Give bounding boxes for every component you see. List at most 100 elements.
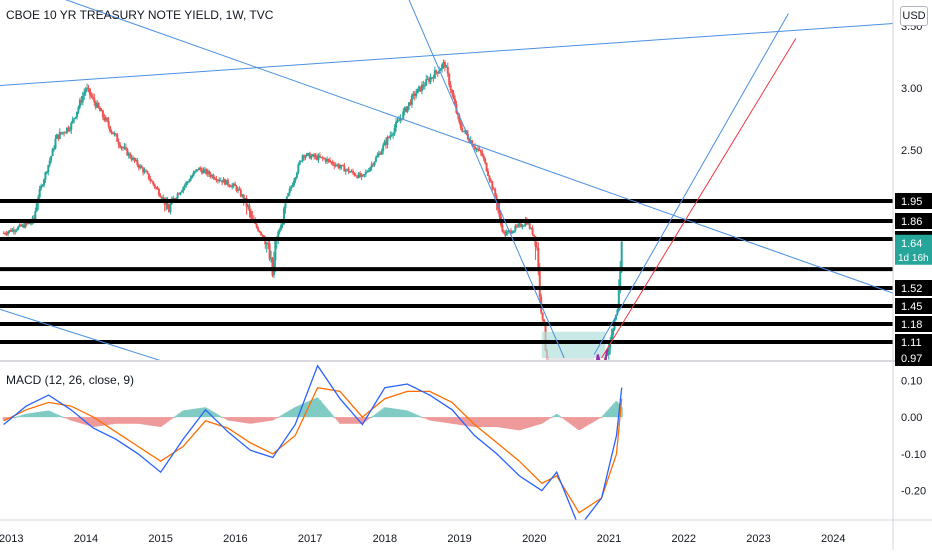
- macd-bar: [518, 417, 521, 431]
- candle-body: [343, 165, 346, 172]
- candle-body: [380, 151, 383, 155]
- candle-body: [113, 133, 116, 135]
- candle-body: [568, 387, 570, 388]
- macd-bar: [188, 409, 191, 418]
- trend-line: [601, 38, 797, 359]
- candle-body: [45, 172, 48, 174]
- candle-body: [406, 106, 409, 112]
- macd-bar: [517, 417, 520, 431]
- candle-body: [239, 189, 242, 197]
- macd-bar: [176, 414, 179, 418]
- macd-bar: [372, 415, 375, 418]
- macd-bar: [19, 415, 22, 418]
- candle-body: [346, 168, 349, 170]
- macd-bar: [152, 417, 155, 426]
- candle-body: [578, 389, 580, 398]
- macd-bar: [262, 417, 265, 422]
- candle-body: [58, 132, 61, 139]
- macd-bar: [443, 417, 446, 423]
- macd-bar: [482, 417, 485, 428]
- candle-body: [498, 209, 501, 217]
- macd-line: [3, 364, 623, 520]
- candle-body: [487, 171, 490, 176]
- candle-body: [42, 179, 45, 186]
- macd-bar: [507, 417, 510, 429]
- candle-body: [550, 375, 552, 379]
- macd-bar: [261, 417, 264, 422]
- candle-body: [28, 223, 31, 225]
- candle-body: [364, 171, 367, 174]
- candle-body: [64, 132, 67, 134]
- macd-bar: [211, 411, 214, 418]
- macd-bar: [291, 408, 294, 418]
- candle-body: [344, 169, 347, 172]
- macd-bar: [370, 416, 373, 418]
- candle-body: [221, 180, 224, 183]
- macd-bar: [412, 413, 415, 418]
- candle-body: [162, 197, 165, 199]
- candle-body: [83, 92, 86, 96]
- candle-body: [482, 155, 485, 159]
- macd-bar: [140, 417, 143, 425]
- macd-bar: [180, 411, 183, 418]
- macd-bar: [574, 417, 577, 428]
- macd-bar: [543, 417, 546, 423]
- macd-bar: [456, 417, 459, 425]
- macd-bar: [157, 417, 160, 427]
- macd-bar: [594, 417, 597, 421]
- signal-line: [3, 386, 623, 514]
- macd-bar: [155, 417, 158, 427]
- macd-bar: [86, 417, 89, 426]
- macd-bar: [147, 417, 150, 426]
- macd-bar: [61, 416, 64, 418]
- candle-body: [472, 145, 475, 147]
- candle-body: [557, 380, 559, 381]
- macd-bar: [576, 417, 579, 429]
- candle-body: [291, 184, 294, 187]
- candle-body: [393, 127, 396, 134]
- candle-body: [547, 363, 549, 375]
- macd-bar: [172, 417, 175, 419]
- macd-bar: [455, 417, 458, 425]
- macd-bar: [525, 417, 528, 429]
- candle-body: [57, 134, 60, 139]
- macd-bar: [235, 417, 238, 422]
- pattern-fill-zone: [545, 358, 595, 360]
- macd-bar: [213, 412, 216, 418]
- macd-bar: [190, 409, 193, 418]
- candle-body: [419, 86, 422, 92]
- candle-body: [451, 90, 454, 94]
- macd-bar: [479, 417, 482, 428]
- macd-bar: [593, 417, 596, 422]
- macd-bar: [560, 417, 563, 419]
- macd-bar: [53, 412, 56, 418]
- candle-body: [238, 189, 241, 191]
- candle-body: [35, 203, 38, 212]
- candle-body: [533, 234, 536, 237]
- candle-body: [74, 116, 77, 119]
- macd-bar: [58, 415, 61, 418]
- candle-body: [370, 164, 373, 168]
- candle-body: [203, 169, 206, 171]
- macd-bar: [267, 417, 270, 422]
- macd-bar: [501, 417, 504, 428]
- candle-body: [390, 135, 393, 137]
- candle-body: [479, 150, 482, 153]
- macd-bar: [407, 411, 410, 418]
- candle-body: [485, 162, 488, 172]
- currency-button[interactable]: USD: [900, 6, 928, 26]
- time-tick-label: 2022: [672, 533, 696, 545]
- candle-body: [481, 152, 484, 156]
- macd-bar: [367, 417, 370, 420]
- candle-body: [147, 173, 150, 180]
- candle-body: [313, 154, 316, 157]
- candle-body: [185, 182, 188, 186]
- macd-bar: [50, 411, 53, 418]
- candle-body: [413, 93, 416, 97]
- candle-body: [517, 224, 520, 227]
- trend-line: [593, 13, 789, 355]
- macd-bar: [54, 413, 57, 418]
- candle-body: [501, 224, 504, 232]
- candle-body: [373, 161, 376, 166]
